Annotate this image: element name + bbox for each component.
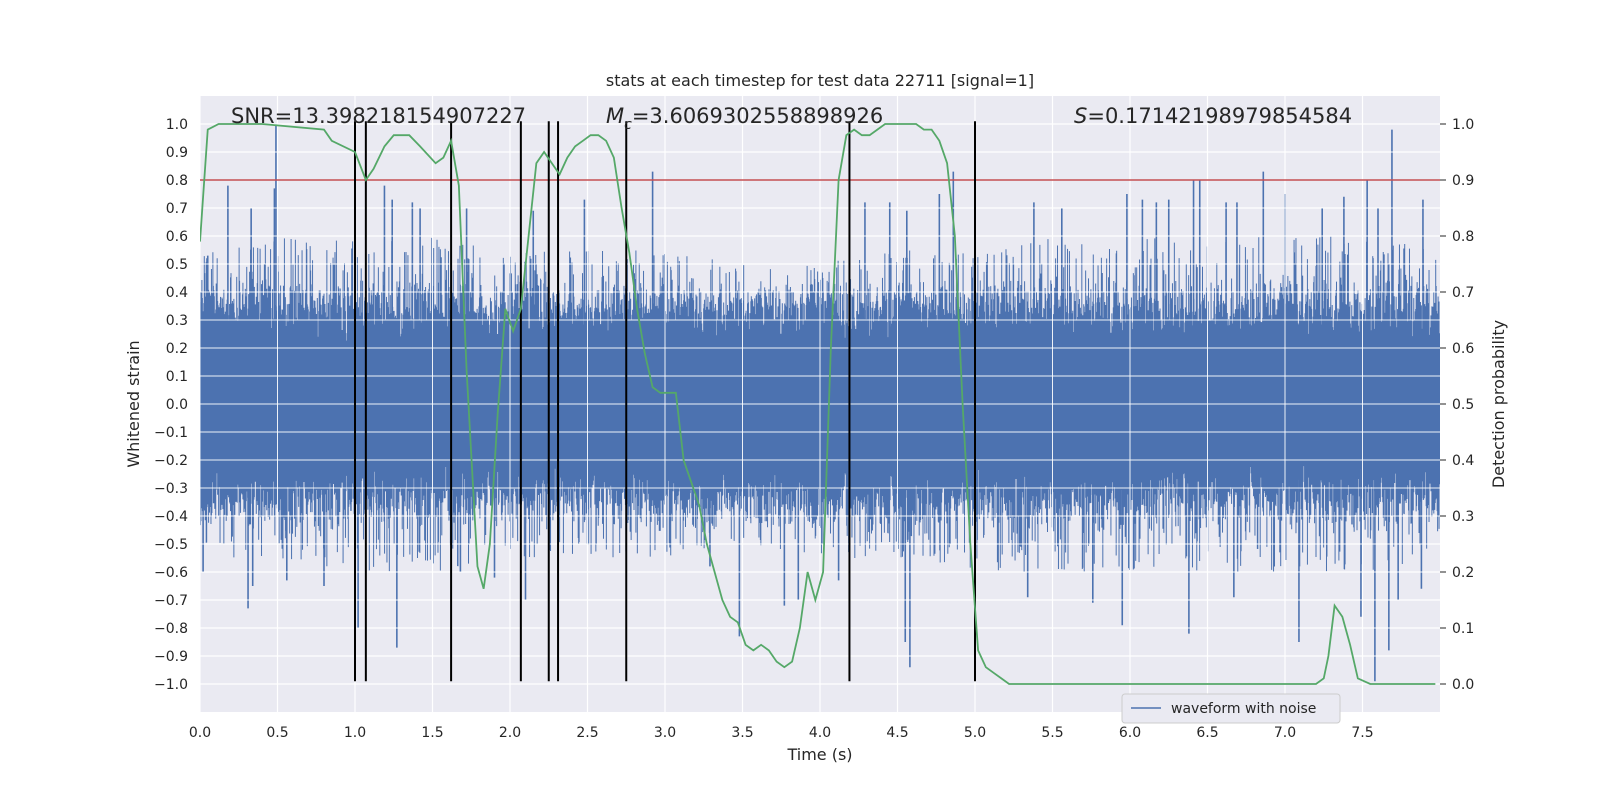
y-tick-label: −1.0: [154, 677, 188, 693]
chart-title: stats at each timestep for test data 227…: [606, 71, 1034, 90]
snr-annotation: SNR=13.398218154907227: [231, 104, 526, 128]
y2-tick-label: 0.4: [1452, 453, 1474, 469]
x-tick-label: 4.0: [809, 725, 831, 741]
chirp-mass-value: =3.6069302558898926: [632, 104, 883, 128]
x-tick-label: 7.0: [1274, 725, 1296, 741]
waveform-layer: [200, 96, 1440, 712]
y2-tick-labels: 1.0 0.9 0.8 0.7 0.6 0.5 0.4 0.3 0.2 0.1 0.0: [1440, 117, 1474, 693]
x-tick-label: 2.5: [576, 725, 598, 741]
y-tick-label: 0.5: [166, 257, 188, 273]
x-tick-label: 0.5: [266, 725, 288, 741]
x-tick-labels: 0.0 0.5 1.0 1.5 2.0 2.5 3.0 3.5 4.0 4.5 5.0 5.5 6.0 6…: [189, 725, 1374, 741]
y2-tick-label: 0.7: [1452, 285, 1474, 301]
y-tick-label: −0.5: [154, 537, 188, 553]
x-tick-label: 5.5: [1041, 725, 1063, 741]
chirp-mass-symbol: M: [606, 104, 624, 128]
y-tick-label: 0.9: [166, 145, 188, 161]
y2-tick-label: 0.2: [1452, 565, 1474, 581]
x-tick-label: 3.5: [731, 725, 753, 741]
y-tick-label: 0.1: [166, 369, 188, 385]
legend: waveform with noise: [1121, 693, 1341, 724]
x-tick-label: 0.0: [189, 725, 211, 741]
x-tick-label: 1.0: [344, 725, 366, 741]
y-tick-labels: 1.0 0.9 0.8 0.7 0.6 0.5 0.4 0.3 0.2 0.1 0.0 −0.1 −0.…: [154, 117, 188, 693]
y-tick-label: −0.8: [154, 621, 188, 637]
y2-tick-label: 0.0: [1452, 677, 1474, 693]
y2-tick-label: 0.9: [1452, 173, 1474, 189]
y-axis-label: Whitened strain: [124, 340, 143, 467]
y-tick-label: 0.0: [166, 397, 188, 413]
y-tick-label: 0.4: [166, 285, 188, 301]
x-tick-label: 5.0: [964, 725, 986, 741]
x-axis-label: Time (s): [786, 745, 852, 764]
y2-tick-label: 0.8: [1452, 229, 1474, 245]
x-tick-label: 4.5: [886, 725, 908, 741]
y2-tick-label: 0.5: [1452, 397, 1474, 413]
y2-axis-label: Detection probability: [1489, 320, 1508, 488]
overlay-layer: [200, 121, 1440, 685]
y-tick-label: −0.6: [154, 565, 188, 581]
y-tick-label: −0.3: [154, 481, 188, 497]
x-tick-label: 1.5: [421, 725, 443, 741]
y-tick-label: 1.0: [166, 117, 188, 133]
legend-label: waveform with noise: [1171, 701, 1316, 717]
y2-tick-label: 0.6: [1452, 341, 1474, 357]
y-tick-label: −0.4: [154, 509, 188, 525]
x-tick-label: 6.0: [1119, 725, 1141, 741]
chirp-mass-annotation: Mc=3.6069302558898926: [606, 104, 883, 133]
s-annotation: S=0.17142198979854584: [1074, 104, 1352, 128]
x-tick-label: 7.5: [1351, 725, 1373, 741]
chirp-mass-subscript: c: [624, 117, 632, 133]
y-tick-label: −0.2: [154, 453, 188, 469]
y-tick-label: 0.2: [166, 341, 188, 357]
x-tick-label: 3.0: [654, 725, 676, 741]
s-value: =0.17142198979854584: [1087, 104, 1352, 128]
y-tick-label: −0.9: [154, 649, 188, 665]
x-tick-label: 2.0: [499, 725, 521, 741]
y2-tick-label: 0.3: [1452, 509, 1474, 525]
y-tick-label: −0.7: [154, 593, 188, 609]
y-tick-label: 0.8: [166, 173, 188, 189]
detection-probability-line: [200, 123, 1436, 685]
y2-tick-label: 0.1: [1452, 621, 1474, 637]
y-tick-label: −0.1: [154, 425, 188, 441]
y-tick-label: 0.6: [166, 229, 188, 245]
x-tick-label: 6.5: [1196, 725, 1218, 741]
y-tick-label: 0.3: [166, 313, 188, 329]
y-tick-label: 0.7: [166, 201, 188, 217]
s-symbol: S: [1074, 104, 1087, 128]
y2-tick-label: 1.0: [1452, 117, 1474, 133]
legend-box: [1121, 693, 1341, 724]
